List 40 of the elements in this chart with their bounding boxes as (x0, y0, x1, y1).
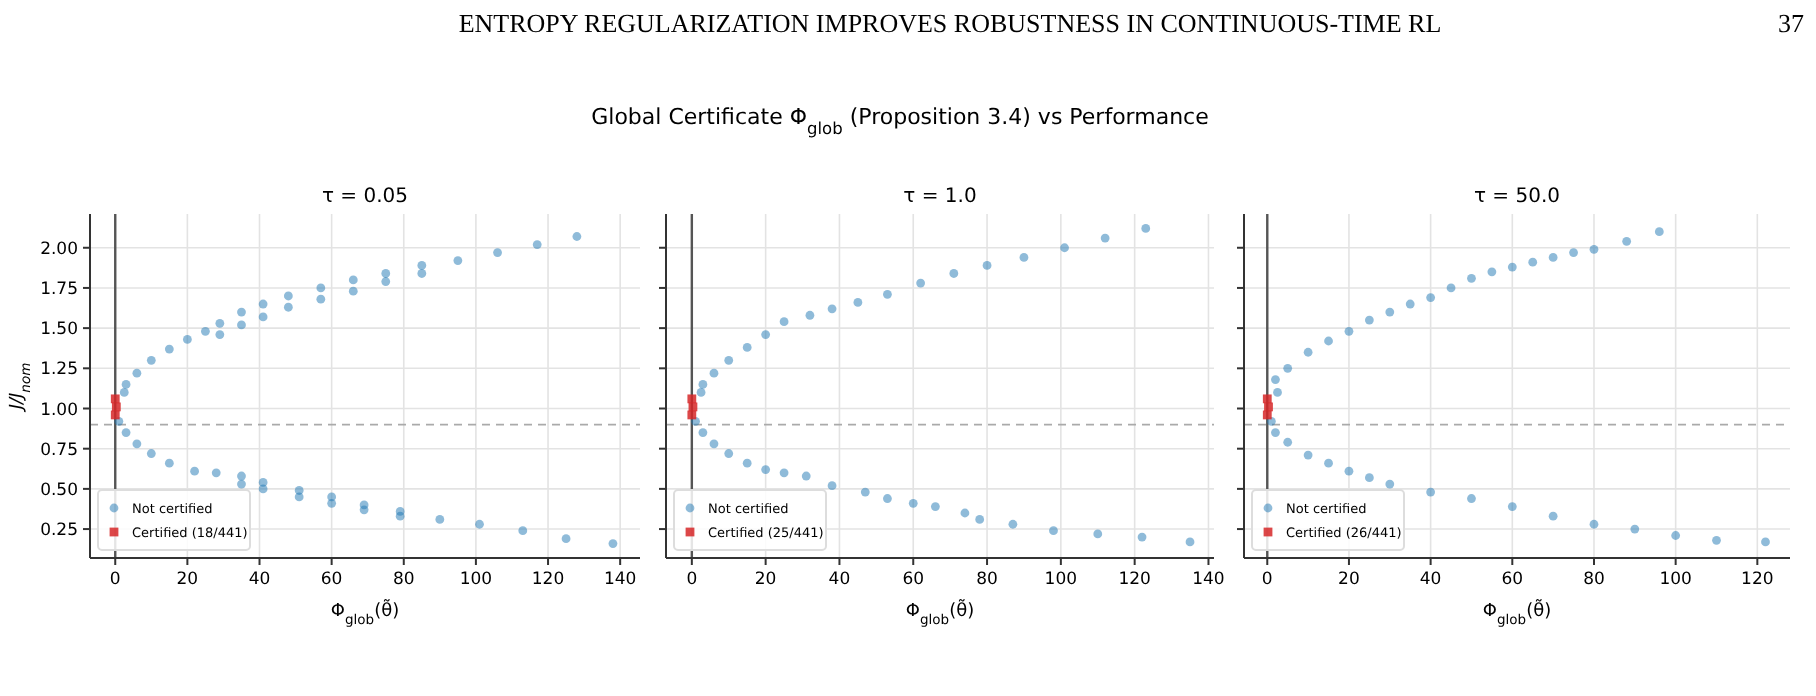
x-tick-label: 0 (109, 570, 121, 590)
x-tick-label: 60 (1501, 570, 1524, 590)
x-tick-label: 120 (1118, 570, 1151, 590)
y-tick-label: 1.50 (40, 320, 78, 341)
x-tick-label: 0 (686, 570, 698, 590)
x-tick-label: 120 (531, 570, 565, 590)
x-axis-title: Φ$_{glob}$(θ̃) (905, 598, 975, 628)
text: ENTROPY REGULARIZATION IMPROVES ROBUSTNESS IN CONTINUOUS-TIME RL (458, 8, 1442, 38)
text: 37 (1778, 8, 1805, 38)
x-tick-label: 80 (392, 570, 415, 590)
x-tick-label: 40 (828, 570, 851, 590)
x-tick-label: 140 (1192, 570, 1225, 590)
x-tick-label: 140 (603, 570, 637, 590)
x-tick-label: 80 (1583, 570, 1605, 590)
x-tick-label: 120 (1741, 570, 1774, 590)
x-tick-label: 100 (1659, 570, 1692, 590)
x-tick-label: 20 (1338, 570, 1360, 590)
x-tick-label: 80 (976, 570, 998, 590)
y-tick-label: 1.00 (40, 400, 78, 421)
y-tick-label: 2.00 (40, 239, 78, 260)
x-tick-label: 40 (248, 570, 271, 590)
x-tick-label: 100 (459, 570, 493, 590)
x-axis-title: Φ$_{glob}$(θ̃) (1482, 598, 1552, 628)
x-tick-label: 20 (754, 570, 777, 590)
x-tick-label: 0 (1261, 570, 1273, 590)
x-axis-title: Φ$_{glob}$(θ̃) (330, 598, 400, 628)
y-tick-label: 0.25 (40, 521, 78, 542)
text: Global Certificate Φ$_{glob}$ (Proposition 3.4) vs Performance (591, 104, 1210, 138)
y-tick-label: 1.75 (40, 279, 78, 300)
x-tick-label: 100 (1044, 570, 1078, 590)
chart-title: τ = 0.05 (321, 186, 409, 208)
y-tick-label: 0.75 (40, 440, 78, 461)
x-tick-label: 60 (902, 570, 925, 590)
y-tick-label: 0.50 (40, 480, 78, 501)
x-tick-label: 40 (1419, 570, 1442, 590)
x-tick-label: 60 (320, 570, 343, 590)
x-tick-label: 20 (176, 570, 199, 590)
chart-title: τ = 1.0 (903, 186, 977, 208)
y-tick-label: 1.25 (40, 360, 78, 381)
chart-title: τ = 50.0 (1473, 186, 1561, 208)
